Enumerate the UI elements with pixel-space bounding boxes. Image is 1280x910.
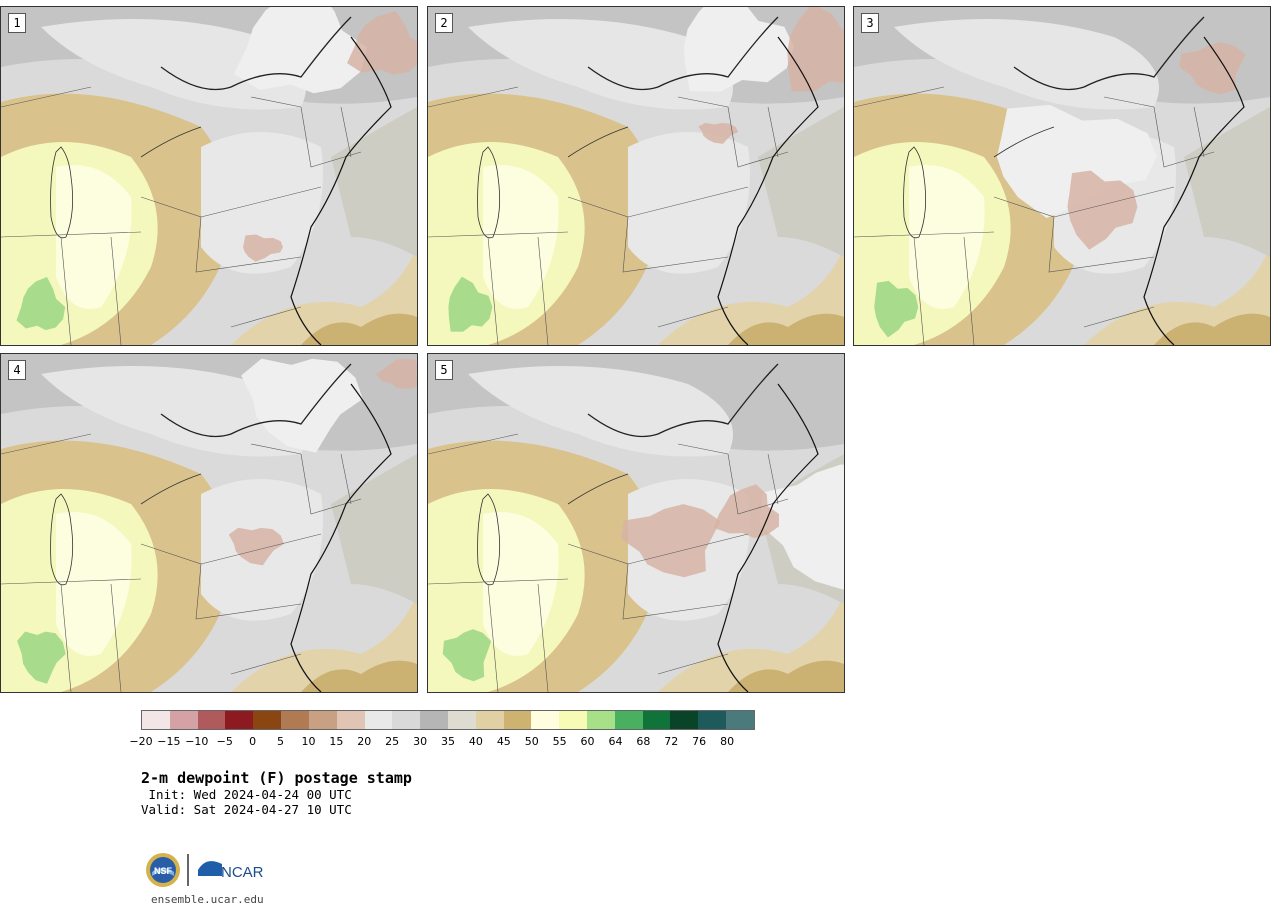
colorbar-tick-label: 60 [580, 735, 595, 748]
svg-text:NSF: NSF [154, 866, 173, 876]
ncar-logo-icon: NCAR [198, 861, 264, 881]
colorbar-tick-label: 10 [301, 735, 316, 748]
colorbar-swatch [587, 711, 615, 729]
colorbar-tick-label: −20 [129, 735, 153, 748]
colorbar-swatch [559, 711, 587, 729]
colorbar-swatch [253, 711, 282, 729]
colorbar-swatch [503, 711, 532, 729]
map-panel-4: 4 [0, 353, 418, 693]
colorbar-swatch [726, 711, 754, 729]
colorbar-tick-label: 72 [664, 735, 679, 748]
map-panel-5: 5 [427, 353, 845, 693]
website-url: ensemble.ucar.edu [151, 893, 264, 906]
colorbar-swatch [364, 711, 393, 729]
figure-title: 2-m dewpoint (F) postage stamp [141, 769, 412, 787]
colorbar-tick-label: 50 [524, 735, 539, 748]
dewpoint-map [428, 354, 844, 692]
colorbar-swatch [614, 711, 643, 729]
colorbar-tick-label: 55 [552, 735, 567, 748]
colorbar-swatch [670, 711, 699, 729]
init-time: Init: Wed 2024-04-24 00 UTC [141, 787, 352, 802]
colorbar-tick-label: 40 [468, 735, 483, 748]
nsf-ncar-logo: NSF NCAR [144, 850, 274, 890]
nsf-seal-icon: NSF [146, 853, 180, 887]
colorbar-tick-label: 80 [720, 735, 735, 748]
colorbar-swatch [531, 711, 560, 729]
colorbar [141, 710, 755, 730]
dewpoint-map [1, 354, 417, 692]
colorbar-tick-label: 30 [413, 735, 428, 748]
colorbar-tick-label: 0 [249, 735, 257, 748]
colorbar-tick-label: −10 [185, 735, 209, 748]
colorbar-swatch [336, 711, 365, 729]
colorbar-swatch [225, 711, 254, 729]
colorbar-tick-labels: −20 −15 −10 −5 0 5 10 15 20 25 30 35 40 45 50 55 60 64 68 7… [129, 735, 755, 749]
panel-number: 2 [435, 13, 453, 33]
map-panel-3: 3 [853, 6, 1271, 346]
colorbar-swatch [642, 711, 671, 729]
colorbar-tick-label: 35 [441, 735, 455, 748]
colorbar-swatch [475, 711, 504, 729]
colorbar-tick-label: 45 [496, 735, 511, 748]
colorbar-swatch [392, 711, 421, 729]
colorbar-tick-label: 25 [385, 735, 400, 748]
colorbar-swatch [281, 711, 309, 729]
colorbar-tick-label: −5 [216, 735, 233, 748]
colorbar-tick-label: 76 [692, 735, 707, 748]
colorbar-swatch [197, 711, 226, 729]
colorbar-swatch [698, 711, 727, 729]
valid-time: Valid: Sat 2024-04-27 10 UTC [141, 802, 352, 817]
colorbar-tick-label: 15 [329, 735, 344, 748]
colorbar-tick-label: 20 [357, 735, 372, 748]
svg-text:NCAR: NCAR [221, 864, 264, 881]
dewpoint-map [854, 7, 1270, 345]
panel-number: 4 [8, 360, 26, 380]
dewpoint-map [1, 7, 417, 345]
map-panel-1: 1 [0, 6, 418, 346]
panel-number: 5 [435, 360, 453, 380]
panel-number: 1 [8, 13, 26, 33]
colorbar-tick-label: 64 [608, 735, 623, 748]
colorbar-swatch [142, 711, 170, 729]
colorbar-swatch [308, 711, 337, 729]
panel-number: 3 [861, 13, 879, 33]
dewpoint-map [428, 7, 844, 345]
colorbar-tick-label: 5 [277, 735, 285, 748]
colorbar-swatch [169, 711, 198, 729]
map-panel-2: 2 [427, 6, 845, 346]
colorbar-tick-label: −15 [157, 735, 181, 748]
colorbar-swatch [420, 711, 448, 729]
colorbar-swatch [447, 711, 476, 729]
colorbar-tick-label: 68 [636, 735, 651, 748]
